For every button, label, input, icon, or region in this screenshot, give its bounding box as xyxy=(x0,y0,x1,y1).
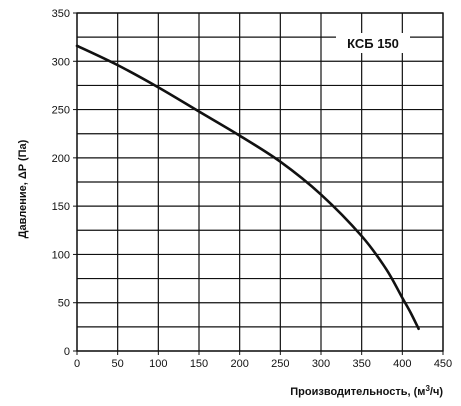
x-tick-label: 50 xyxy=(112,358,124,370)
y-tick-labels: 0 50 100 150 200 250 300 350 xyxy=(52,8,77,358)
legend-box xyxy=(336,33,410,53)
x-tick-label: 250 xyxy=(271,358,289,370)
y-axis-title: Давление, ΔP (Па) xyxy=(17,139,29,238)
series-line-0 xyxy=(75,44,420,331)
x-tick-labels: 0 50 100 150 200 250 300 350 400 450 xyxy=(74,351,452,370)
y-tick-label: 0 xyxy=(64,346,70,358)
y-tick-label: 250 xyxy=(52,105,70,117)
y-tick-label: 300 xyxy=(52,56,70,68)
grid xyxy=(76,12,444,352)
x-tick-label: 100 xyxy=(149,358,167,370)
x-axis-title: Производительность, (м3/ч) xyxy=(290,384,443,398)
x-tick-label: 200 xyxy=(230,358,248,370)
x-tick-label: 0 xyxy=(74,358,80,370)
x-tick-label: 300 xyxy=(312,358,330,370)
y-tick-label: 200 xyxy=(52,153,70,165)
y-tick-label: 50 xyxy=(58,298,70,310)
series-layer xyxy=(75,44,420,331)
x-tick-label: 350 xyxy=(352,358,370,370)
plot-frame xyxy=(76,12,444,352)
x-tick-label: 450 xyxy=(434,358,452,370)
x-tick-label: 400 xyxy=(393,358,411,370)
y-tick-label: 100 xyxy=(52,249,70,261)
x-tick-label: 150 xyxy=(190,358,208,370)
y-tick-label: 350 xyxy=(52,8,70,20)
legend-label: КСБ 150 xyxy=(347,36,399,51)
y-tick-label: 150 xyxy=(52,201,70,213)
